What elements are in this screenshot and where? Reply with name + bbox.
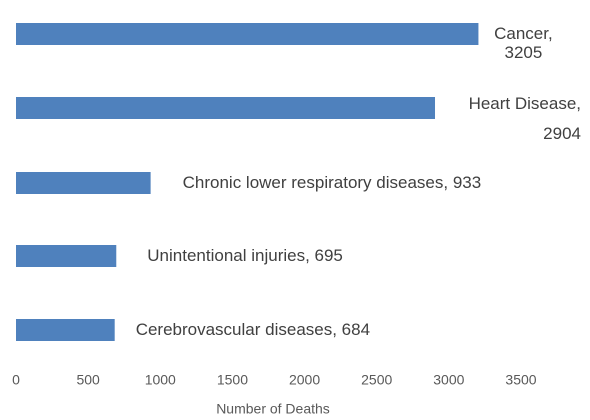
bar [16, 172, 151, 194]
data-label: Cerebrovascular diseases, 684 [135, 320, 371, 339]
x-tick-label: 3500 [505, 372, 536, 388]
x-tick-label: 0 [12, 372, 20, 388]
data-label: Cancer, 3205 [494, 24, 553, 62]
x-tick-label: 1000 [145, 372, 176, 388]
bar [16, 245, 117, 267]
bar [16, 97, 436, 119]
x-tick-label: 2500 [361, 372, 392, 388]
x-axis-title: Number of Deaths [216, 401, 330, 417]
data-label: Chronic lower respiratory diseases, 933 [182, 173, 482, 192]
x-tick-label: 500 [76, 372, 100, 388]
x-tick-label: 3000 [433, 372, 464, 388]
x-tick-label: 1500 [217, 372, 248, 388]
bar [16, 319, 115, 341]
data-label: Heart Disease, 2904 [468, 94, 581, 143]
x-tick-label: 2000 [289, 372, 320, 388]
data-label: Unintentional injuries, 695 [147, 246, 343, 265]
bar [16, 23, 479, 45]
